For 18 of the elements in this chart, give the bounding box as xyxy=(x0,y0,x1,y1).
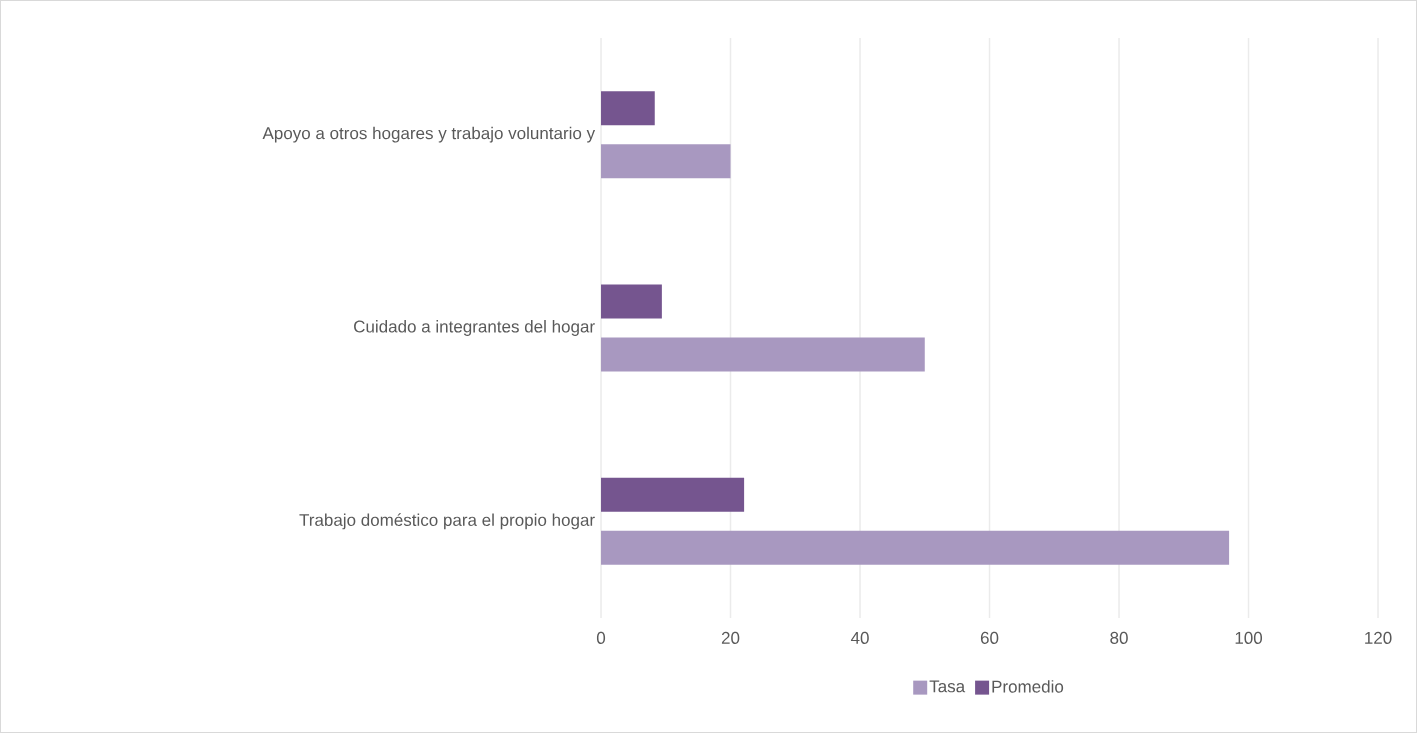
x-tick-label: 20 xyxy=(721,631,740,644)
bar xyxy=(601,530,1230,565)
y-tick-label: Cuidado a integrantes del hogar xyxy=(354,320,595,336)
x-tick-label: 0 xyxy=(596,631,606,644)
x-tick-label: 60 xyxy=(980,631,999,644)
x-tick-label: 80 xyxy=(1110,631,1128,644)
bar xyxy=(601,144,731,179)
bar xyxy=(601,284,662,319)
y-tick-label: Apoyo a otros hogares y trabajo voluntario y xyxy=(262,126,596,143)
x-tick-label: 100 xyxy=(1235,631,1263,644)
bar xyxy=(601,477,745,512)
y-tick-label: Trabajo doméstico para el propio hogar xyxy=(299,513,595,530)
x-tick-label: 120 xyxy=(1365,631,1392,644)
bar xyxy=(601,91,655,126)
legend-label: Promedio xyxy=(992,680,1064,693)
legend-label: Tasa xyxy=(929,680,966,693)
x-tick-label: 40 xyxy=(850,631,869,644)
bar xyxy=(601,337,925,372)
